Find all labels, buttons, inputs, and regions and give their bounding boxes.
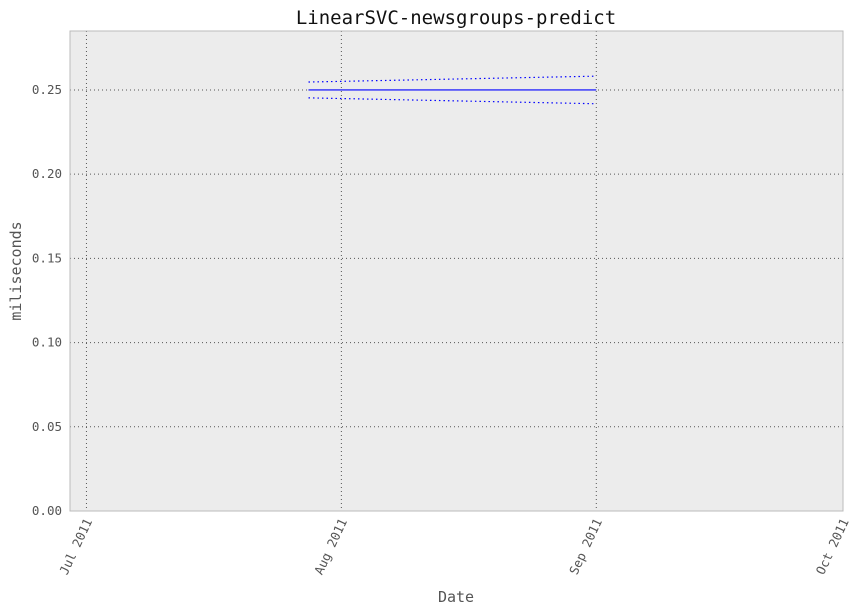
y-tick-labels: 0.00 0.05 0.10 0.15 0.20 0.25 [32, 82, 62, 518]
x-tick-label-2: Sep 2011 [566, 516, 605, 577]
x-tick-label-3: Oct 2011 [813, 516, 852, 577]
x-tick-label-0: Jul 2011 [56, 516, 95, 577]
y-axis-label: miliseconds [7, 221, 25, 320]
x-axis-label: Date [438, 588, 474, 606]
y-tick-label-4: 0.20 [32, 166, 62, 181]
y-tick-label-0: 0.00 [32, 503, 62, 518]
y-tick-label-5: 0.25 [32, 82, 62, 97]
grid [70, 31, 844, 512]
plot-frame [69, 30, 844, 512]
y-tick-label-3: 0.15 [32, 250, 62, 265]
y-tick-label-2: 0.10 [32, 335, 62, 350]
series-layer [308, 75, 597, 105]
y-tick-label-1: 0.05 [32, 419, 62, 434]
x-tick-label-1: Aug 2011 [311, 516, 350, 577]
series-upper-line [308, 75, 597, 83]
x-tick-labels: Jul 2011 Aug 2011 Sep 2011 Oct 2011 [56, 516, 852, 577]
chart-title: LinearSVC-newsgroups-predict [296, 7, 616, 29]
plot-background [70, 31, 843, 511]
series-lower-line [308, 97, 597, 105]
